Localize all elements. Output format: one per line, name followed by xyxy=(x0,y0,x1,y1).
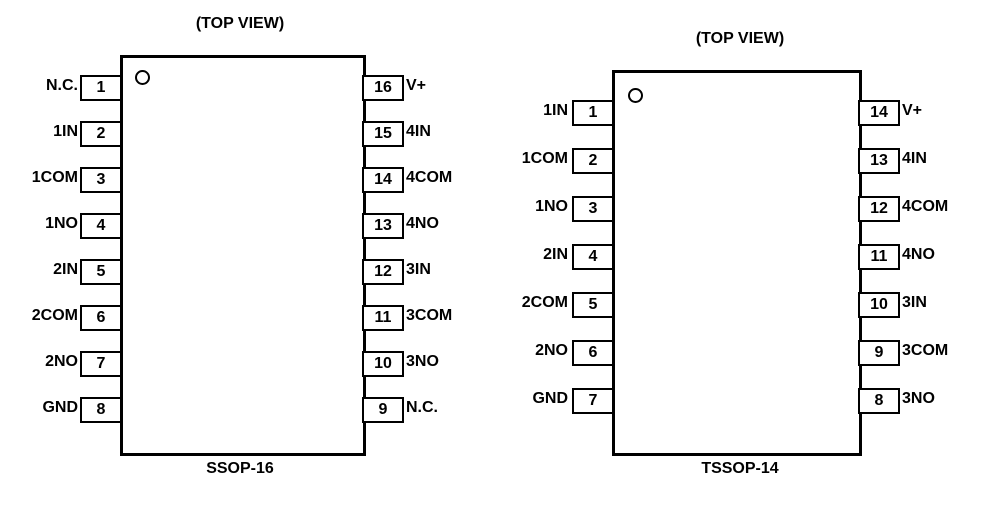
pin-label: 2COM xyxy=(20,305,78,327)
pin-label: 3IN xyxy=(902,292,966,314)
pin-label: 3COM xyxy=(902,340,966,362)
pin-label: N.C. xyxy=(20,75,78,97)
package-name: SSOP-16 xyxy=(10,460,470,478)
pin-number-box: 8 xyxy=(80,397,122,423)
pin-label: 2NO xyxy=(20,351,78,373)
pin-number-box: 15 xyxy=(362,121,404,147)
pin-number-box: 13 xyxy=(858,148,900,174)
pin-label: 4IN xyxy=(902,148,966,170)
pin-number-box: 11 xyxy=(858,244,900,270)
pin-number-box: 12 xyxy=(362,259,404,285)
pin-label: 1IN xyxy=(510,100,568,122)
pin-number-box: 14 xyxy=(858,100,900,126)
pin-number-box: 6 xyxy=(80,305,122,331)
pin-number-box: 11 xyxy=(362,305,404,331)
pin-number-box: 2 xyxy=(572,148,614,174)
pin-label: 3NO xyxy=(902,388,966,410)
pin-label: 1NO xyxy=(20,213,78,235)
pin-label: 1NO xyxy=(510,196,568,218)
pin-number-box: 3 xyxy=(80,167,122,193)
pin-number-box: 13 xyxy=(362,213,404,239)
chip-tssop14: (TOP VIEW) 1IN11COM21NO32IN42COM52NO6GND7… xyxy=(500,30,980,490)
pinout-page: { "packages": [ { "id": "ssop16", "top_v… xyxy=(0,0,1004,505)
pin-number-box: 1 xyxy=(572,100,614,126)
pin-number-box: 2 xyxy=(80,121,122,147)
pin-label: 1IN xyxy=(20,121,78,143)
pin1-dot-icon xyxy=(628,88,643,103)
pin-label: 3NO xyxy=(406,351,466,373)
chip-body xyxy=(612,70,862,456)
pin-label: 1COM xyxy=(20,167,78,189)
pin-label: 2COM xyxy=(510,292,568,314)
pin-label: 4NO xyxy=(902,244,966,266)
chip-ssop16: (TOP VIEW)N.C.11IN21COM31NO42IN52COM62NO… xyxy=(10,15,470,490)
pin-label: 4IN xyxy=(406,121,466,143)
pin-number-box: 7 xyxy=(80,351,122,377)
pin-number-box: 1 xyxy=(80,75,122,101)
pin-number-box: 5 xyxy=(572,292,614,318)
pin-label: GND xyxy=(510,388,568,410)
top-view-label: (TOP VIEW) xyxy=(500,30,980,48)
pin-number-box: 5 xyxy=(80,259,122,285)
pin-label: 2IN xyxy=(510,244,568,266)
pin-number-box: 7 xyxy=(572,388,614,414)
pin-label: 3COM xyxy=(406,305,466,327)
pin-label: 4COM xyxy=(902,196,966,218)
pin-number-box: 4 xyxy=(80,213,122,239)
pin-label: V+ xyxy=(406,75,466,97)
pin-number-box: 8 xyxy=(858,388,900,414)
pin-label: 4NO xyxy=(406,213,466,235)
pin-label: 3IN xyxy=(406,259,466,281)
pin-number-box: 9 xyxy=(858,340,900,366)
pin-number-box: 14 xyxy=(362,167,404,193)
pin-label: GND xyxy=(20,397,78,419)
pin1-dot-icon xyxy=(135,70,150,85)
pin-number-box: 4 xyxy=(572,244,614,270)
top-view-label: (TOP VIEW) xyxy=(10,15,470,33)
pin-label: N.C. xyxy=(406,397,466,419)
pin-number-box: 10 xyxy=(362,351,404,377)
pin-number-box: 3 xyxy=(572,196,614,222)
pin-number-box: 16 xyxy=(362,75,404,101)
pin-number-box: 12 xyxy=(858,196,900,222)
pin-label: 2NO xyxy=(510,340,568,362)
chip-body xyxy=(120,55,366,456)
pin-label: V+ xyxy=(902,100,966,122)
pin-label: 4COM xyxy=(406,167,466,189)
package-name: TSSOP-14 xyxy=(500,460,980,478)
pin-label: 1COM xyxy=(510,148,568,170)
pin-number-box: 10 xyxy=(858,292,900,318)
pin-number-box: 6 xyxy=(572,340,614,366)
pin-label: 2IN xyxy=(20,259,78,281)
pin-number-box: 9 xyxy=(362,397,404,423)
